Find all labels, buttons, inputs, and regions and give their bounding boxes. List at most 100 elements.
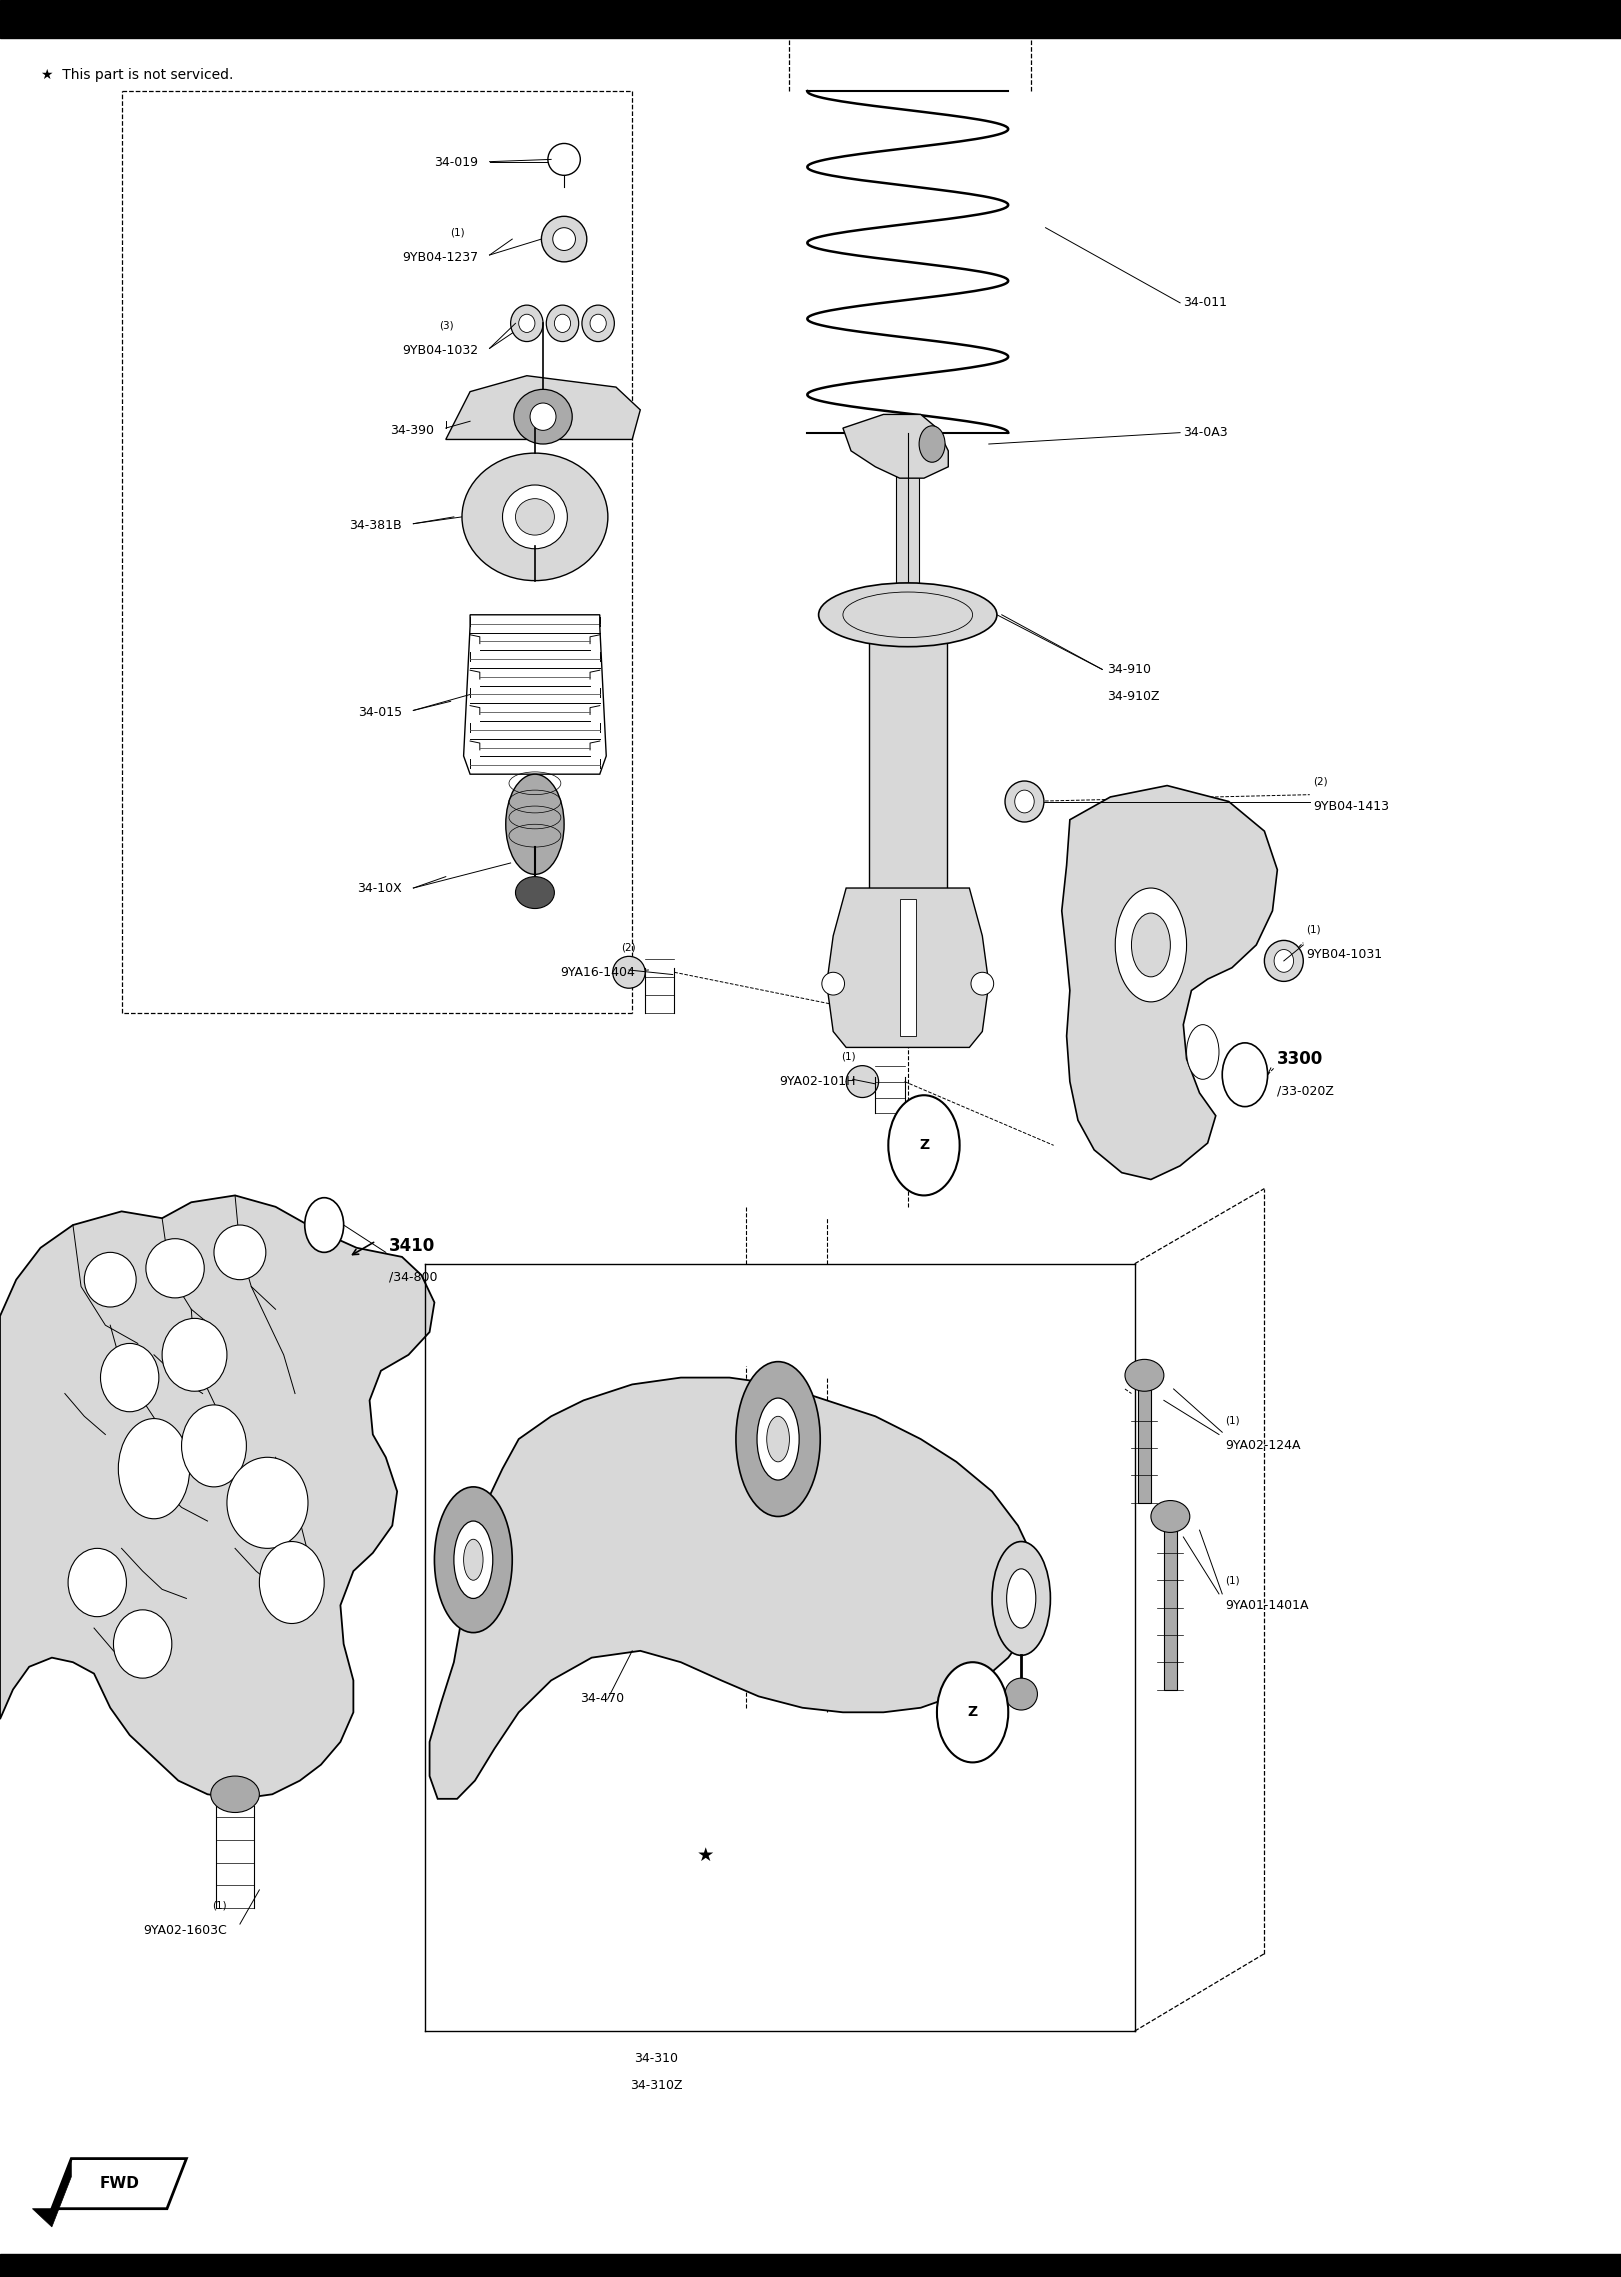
Polygon shape <box>1062 786 1277 1179</box>
Ellipse shape <box>227 1457 308 1548</box>
Ellipse shape <box>546 305 579 342</box>
Ellipse shape <box>1274 950 1294 972</box>
Ellipse shape <box>511 305 543 342</box>
Ellipse shape <box>822 972 845 995</box>
Text: 34-910Z: 34-910Z <box>1107 690 1159 704</box>
Text: /34-800: /34-800 <box>389 1271 438 1284</box>
Ellipse shape <box>736 1362 820 1516</box>
Ellipse shape <box>101 1343 159 1412</box>
Text: 9YA16-1404: 9YA16-1404 <box>561 965 635 979</box>
Ellipse shape <box>68 1548 126 1617</box>
Text: (1): (1) <box>1225 1416 1240 1425</box>
Ellipse shape <box>548 143 580 175</box>
Ellipse shape <box>162 1318 227 1391</box>
Bar <box>869 619 947 956</box>
Bar <box>896 433 919 615</box>
Text: Z: Z <box>968 1705 977 1719</box>
Text: (1): (1) <box>451 228 465 237</box>
Text: /33-020Z: /33-020Z <box>1277 1084 1334 1098</box>
Circle shape <box>1222 1043 1268 1107</box>
Text: 9YA01-1401A: 9YA01-1401A <box>1225 1598 1310 1612</box>
Ellipse shape <box>1015 790 1034 813</box>
Ellipse shape <box>1115 888 1187 1002</box>
Ellipse shape <box>462 453 608 581</box>
Ellipse shape <box>84 1252 136 1307</box>
Ellipse shape <box>582 305 614 342</box>
Ellipse shape <box>757 1398 799 1480</box>
Ellipse shape <box>1005 1678 1037 1710</box>
Ellipse shape <box>211 1776 259 1812</box>
Ellipse shape <box>1007 1569 1036 1628</box>
Ellipse shape <box>919 426 945 462</box>
Ellipse shape <box>519 314 535 332</box>
Text: Z: Z <box>919 1138 929 1152</box>
Ellipse shape <box>846 1066 879 1098</box>
Polygon shape <box>0 1195 434 1799</box>
Text: 34-470: 34-470 <box>580 1692 624 1705</box>
Text: 34-011: 34-011 <box>1183 296 1227 310</box>
Ellipse shape <box>613 956 645 988</box>
Polygon shape <box>446 376 640 439</box>
Text: (1): (1) <box>1225 1576 1240 1585</box>
Circle shape <box>888 1095 960 1195</box>
Ellipse shape <box>819 583 997 647</box>
Bar <box>1164 1530 1177 1690</box>
Text: (2): (2) <box>1313 776 1328 786</box>
Text: ★  This part is not serviced.: ★ This part is not serviced. <box>41 68 233 82</box>
Text: 34-0A3: 34-0A3 <box>1183 426 1229 439</box>
Ellipse shape <box>992 1542 1050 1655</box>
Text: 34-019: 34-019 <box>434 157 478 168</box>
Text: 34-310: 34-310 <box>634 2052 679 2065</box>
Ellipse shape <box>1125 1359 1164 1391</box>
Ellipse shape <box>1005 781 1044 822</box>
Polygon shape <box>32 2159 71 2227</box>
Text: 34-390: 34-390 <box>391 424 434 437</box>
Circle shape <box>937 1662 1008 1762</box>
Text: 9YA02-101H: 9YA02-101H <box>780 1075 856 1088</box>
Text: (1): (1) <box>841 1052 856 1061</box>
Ellipse shape <box>182 1405 246 1487</box>
Text: 34-015: 34-015 <box>358 706 402 720</box>
Text: 9YB04-1237: 9YB04-1237 <box>402 250 478 264</box>
Ellipse shape <box>553 228 575 250</box>
Polygon shape <box>52 2159 186 2209</box>
Ellipse shape <box>214 1225 266 1280</box>
Text: ★: ★ <box>697 1847 713 1865</box>
Text: 34-910: 34-910 <box>1107 663 1151 676</box>
Ellipse shape <box>1151 1501 1190 1532</box>
Bar <box>1138 1389 1151 1503</box>
Ellipse shape <box>530 403 556 430</box>
Ellipse shape <box>454 1521 493 1598</box>
Text: 9YA02-1603C: 9YA02-1603C <box>143 1924 227 1938</box>
Polygon shape <box>827 888 989 1047</box>
Text: (2): (2) <box>621 943 635 952</box>
Ellipse shape <box>506 774 564 874</box>
Text: 9YB04-1413: 9YB04-1413 <box>1313 799 1389 813</box>
Text: 9YA02-124A: 9YA02-124A <box>1225 1439 1302 1453</box>
Bar <box>0 2254 1621 2277</box>
Ellipse shape <box>541 216 587 262</box>
Ellipse shape <box>503 485 567 549</box>
Text: 34-381B: 34-381B <box>350 519 402 533</box>
Text: (3): (3) <box>439 321 454 330</box>
Circle shape <box>305 1198 344 1252</box>
Ellipse shape <box>515 499 554 535</box>
Bar <box>858 956 958 1002</box>
Ellipse shape <box>1264 940 1303 981</box>
Text: 9YB04-1032: 9YB04-1032 <box>402 344 478 357</box>
Text: 3300: 3300 <box>1277 1050 1324 1068</box>
Ellipse shape <box>113 1610 172 1678</box>
Ellipse shape <box>554 314 571 332</box>
Text: FWD: FWD <box>101 2177 139 2190</box>
Ellipse shape <box>259 1542 324 1624</box>
Text: 9YB04-1031: 9YB04-1031 <box>1307 947 1383 961</box>
Text: (1): (1) <box>212 1901 227 1910</box>
Ellipse shape <box>146 1239 204 1298</box>
Ellipse shape <box>515 877 554 909</box>
Text: 3410: 3410 <box>389 1236 436 1255</box>
Ellipse shape <box>590 314 606 332</box>
Ellipse shape <box>1187 1025 1219 1079</box>
Text: 34-10X: 34-10X <box>357 881 402 895</box>
Text: (1): (1) <box>1307 924 1321 934</box>
Ellipse shape <box>464 1539 483 1580</box>
